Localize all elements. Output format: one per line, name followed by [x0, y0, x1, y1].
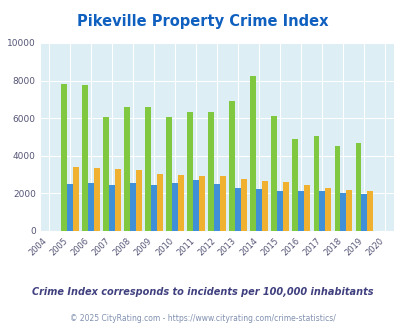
Bar [109, 185, 115, 231]
Bar [303, 185, 309, 231]
Bar [130, 183, 136, 231]
Bar [324, 188, 330, 231]
Bar [94, 168, 100, 231]
Bar [136, 170, 142, 231]
Bar [339, 193, 345, 231]
Bar [157, 174, 162, 231]
Bar [220, 177, 226, 231]
Bar [178, 175, 183, 231]
Bar [214, 184, 220, 231]
Bar [298, 190, 303, 231]
Bar [88, 183, 94, 231]
Text: Pikeville Property Crime Index: Pikeville Property Crime Index [77, 14, 328, 29]
Bar [345, 190, 351, 231]
Bar [241, 179, 247, 231]
Bar [193, 180, 198, 231]
Bar [172, 183, 178, 231]
Bar [271, 116, 277, 231]
Bar [235, 188, 241, 231]
Bar [360, 194, 367, 231]
Bar [256, 189, 262, 231]
Bar [262, 181, 267, 231]
Bar [151, 185, 157, 231]
Bar [283, 182, 288, 231]
Bar [103, 117, 109, 231]
Bar [61, 84, 67, 231]
Bar [115, 169, 121, 231]
Bar [187, 113, 193, 231]
Bar [229, 101, 235, 231]
Bar [82, 85, 88, 231]
Bar [145, 107, 151, 231]
Bar [67, 184, 73, 231]
Bar [166, 117, 172, 231]
Bar [319, 190, 324, 231]
Bar [208, 113, 214, 231]
Bar [367, 190, 372, 231]
Bar [124, 107, 130, 231]
Bar [313, 136, 319, 231]
Bar [73, 167, 79, 231]
Bar [292, 139, 298, 231]
Bar [198, 176, 205, 231]
Text: © 2025 CityRating.com - https://www.cityrating.com/crime-statistics/: © 2025 CityRating.com - https://www.city… [70, 314, 335, 323]
Text: Crime Index corresponds to incidents per 100,000 inhabitants: Crime Index corresponds to incidents per… [32, 287, 373, 297]
Bar [334, 147, 339, 231]
Bar [277, 190, 283, 231]
Bar [355, 143, 360, 231]
Bar [250, 76, 256, 231]
